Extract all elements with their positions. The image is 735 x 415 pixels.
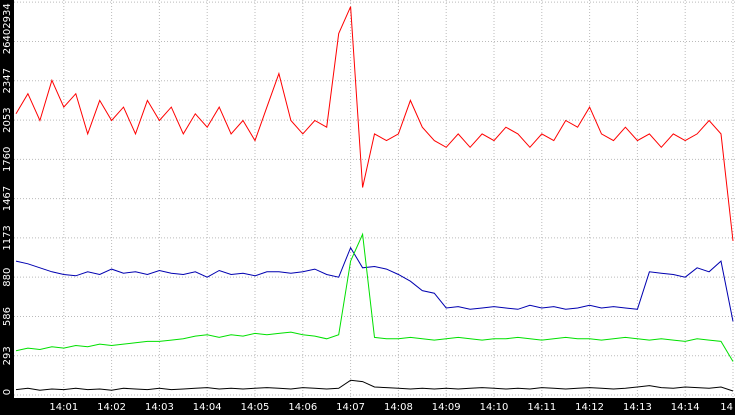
y-tick-label: 2347 — [2, 68, 13, 93]
y-tick-label: 880 — [2, 268, 13, 287]
x-tick-label: 14:12 — [575, 402, 604, 413]
x-tick-label: 14:14 — [671, 402, 700, 413]
series-line — [15, 379, 734, 392]
y-tick-label: 1760 — [2, 147, 13, 172]
y-tick-label: 0 — [2, 389, 13, 395]
x-tick-label: 14:08 — [384, 402, 413, 413]
x-tick-label: 14 — [720, 402, 733, 413]
x-axis-strip — [0, 398, 735, 415]
y-tick-label: 1173 — [2, 225, 13, 250]
x-tick-label: 14:04 — [193, 402, 222, 413]
x-tick-label: 14:03 — [145, 402, 174, 413]
y-tick-label: 293 — [2, 346, 13, 365]
y-tick-label: 586 — [2, 307, 13, 326]
y-tick-label: 2640 — [2, 29, 13, 54]
series-line — [15, 246, 734, 322]
y-axis-strip — [0, 0, 14, 415]
x-tick-label: 14:13 — [623, 402, 652, 413]
x-tick-label: 14:10 — [480, 402, 509, 413]
x-tick-label: 14:07 — [336, 402, 365, 413]
y-tick-label: 1467 — [2, 186, 13, 211]
x-tick-label: 14:06 — [288, 402, 317, 413]
y-tick-label: 2053 — [2, 107, 13, 132]
x-tick-label: 14:09 — [432, 402, 461, 413]
series-line — [15, 6, 734, 242]
x-tick-label: 14:02 — [97, 402, 126, 413]
series-line — [15, 232, 734, 362]
y-tick-label: 2934 — [2, 3, 13, 28]
x-tick-label: 14:01 — [49, 402, 78, 413]
x-tick-label: 14:05 — [241, 402, 270, 413]
x-tick-label: 14:11 — [527, 402, 556, 413]
